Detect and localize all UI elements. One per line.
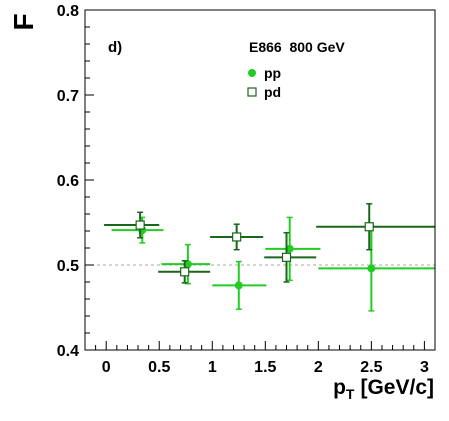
legend-pp-label: pp xyxy=(264,65,281,81)
marker-pd xyxy=(281,252,292,262)
marker-pd xyxy=(135,220,145,230)
marker-pp xyxy=(367,264,376,273)
x-axis-label: pT [GeV/c] xyxy=(333,376,434,402)
data-point-pd xyxy=(264,231,317,283)
y-tick-label: 0.6 xyxy=(57,173,79,190)
marker-pp xyxy=(285,244,294,253)
x-tick-label: 3 xyxy=(420,359,429,376)
x-axis-label-unit: [GeV/c] xyxy=(360,376,434,399)
x-tick-label: 0.5 xyxy=(148,359,170,376)
legend: pp pd xyxy=(247,65,281,100)
y-axis-label: F xyxy=(8,13,39,30)
x-tick-label: 0 xyxy=(102,359,111,376)
data-point-pd xyxy=(210,223,264,251)
data-point-pp xyxy=(212,260,267,310)
legend-pd-label: pd xyxy=(264,84,281,100)
x-tick-label: 1 xyxy=(208,359,217,376)
marker-pp xyxy=(183,260,192,269)
tick-labels: 0 0.5 1 1.5 2 2.5 3 0.4 0.5 0.6 0.7 0.8 xyxy=(57,3,429,376)
marker-pd xyxy=(364,222,374,232)
data-marks xyxy=(104,203,435,312)
x-tick-label: 1.5 xyxy=(254,359,276,376)
header-text: E866 800 GeV xyxy=(249,39,345,55)
marker-pd xyxy=(232,232,242,242)
marker-pp xyxy=(234,281,243,290)
data-point-pd xyxy=(158,260,211,284)
legend-pd-marker xyxy=(247,87,257,97)
y-tick-label: 0.7 xyxy=(57,88,79,105)
x-tick-label: 2 xyxy=(314,359,323,376)
x-axis-label-sub: T xyxy=(346,386,355,402)
data-point-pd xyxy=(104,211,160,239)
x-axis-label-main: p xyxy=(333,376,346,399)
data-point-pp xyxy=(318,225,435,312)
marker-pd xyxy=(180,267,190,277)
plot-frame xyxy=(84,9,436,351)
y-tick-label: 0.8 xyxy=(57,3,79,20)
x-tick-label: 2.5 xyxy=(360,359,382,376)
data-point-pd xyxy=(316,203,435,251)
data-point-pp xyxy=(161,243,211,285)
axis-ticks xyxy=(85,9,436,351)
data-point-pp xyxy=(265,216,321,282)
panel-label: d) xyxy=(108,39,122,56)
legend-pp-marker xyxy=(248,69,256,77)
y-tick-label: 0.4 xyxy=(57,343,79,360)
y-tick-label: 0.5 xyxy=(57,258,79,275)
